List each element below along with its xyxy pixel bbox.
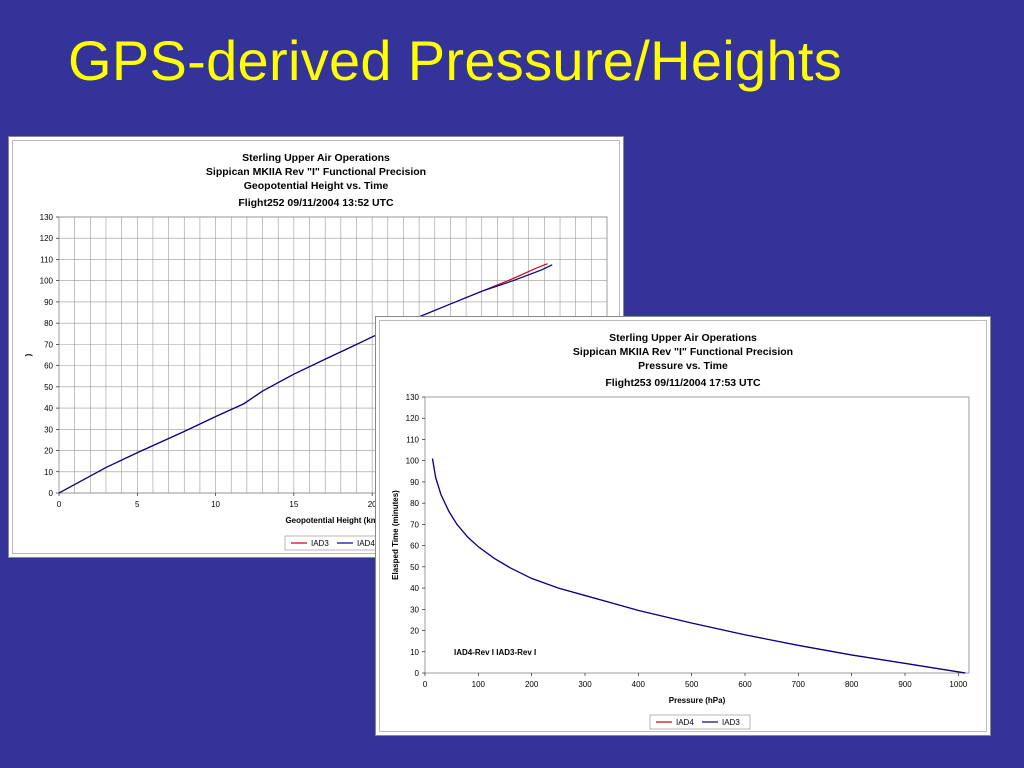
x-tick-label: 800 xyxy=(845,680,859,689)
y-tick-label: 100 xyxy=(40,277,54,286)
y-tick-label: 0 xyxy=(49,489,54,498)
y-tick-label: 90 xyxy=(410,478,419,487)
y-tick-label: 0 xyxy=(415,669,420,678)
x-tick-label: 20 xyxy=(368,500,377,509)
x-tick-label: 700 xyxy=(792,680,806,689)
y-tick-label: 110 xyxy=(406,435,419,444)
y-tick-label: 40 xyxy=(410,584,419,593)
x-tick-label: 600 xyxy=(738,680,752,689)
slide-title: GPS-derived Pressure/Heights xyxy=(68,29,843,92)
pressure-time-chart: Sterling Upper Air Operations Sippican MK… xyxy=(375,316,991,736)
y-tick-label: 80 xyxy=(44,319,53,328)
x-tick-label: 10 xyxy=(211,500,220,509)
series-line-iad4 xyxy=(431,458,966,674)
pressure-time-chart-svg: Sterling Upper Air Operations Sippican MK… xyxy=(391,332,970,730)
x-tick-label: 900 xyxy=(898,680,912,689)
y-tick-label: 40 xyxy=(44,404,53,413)
y-tick-label: 120 xyxy=(40,234,54,243)
x-tick-label: 1000 xyxy=(949,680,967,689)
y-tick-label: 120 xyxy=(406,414,420,423)
chart-annotation: IAD4-Rev I IAD3-Rev I xyxy=(454,648,536,657)
x-axis-label: Pressure (hPa) xyxy=(669,696,726,705)
x-tick-label: 0 xyxy=(57,500,62,509)
legend-label-iad4: IAD4 xyxy=(357,539,375,548)
y-tick-label: 30 xyxy=(410,605,419,614)
chart-title-line: Sippican MKIIA Rev "I" Functional Precis… xyxy=(573,346,793,358)
x-axis-label: Geopotential Height (km) xyxy=(285,516,380,525)
series-line-iad4 xyxy=(58,264,553,494)
x-tick-label: 300 xyxy=(578,680,592,689)
y-tick-label: 110 xyxy=(40,255,53,264)
y-tick-label: 20 xyxy=(44,447,53,456)
y-tick-label: 60 xyxy=(410,542,419,551)
legend-label-iad3: IAD3 xyxy=(722,718,740,727)
y-tick-label: 130 xyxy=(40,213,54,222)
y-tick-label: 10 xyxy=(410,648,419,657)
y-tick-label: 30 xyxy=(44,425,53,434)
legend-label-iad4: IAD4 xyxy=(676,718,694,727)
series-line-iad3 xyxy=(431,458,966,674)
y-tick-label: 50 xyxy=(44,383,53,392)
chart-title-line: Sterling Upper Air Operations xyxy=(242,152,390,164)
x-tick-label: 15 xyxy=(289,500,298,509)
y-tick-label: 130 xyxy=(406,393,420,402)
x-tick-label: 500 xyxy=(685,680,699,689)
y-axis-label: Elasped Time (minutes) xyxy=(391,490,400,580)
chart-title-line: Sterling Upper Air Operations xyxy=(609,332,757,344)
y-tick-label: 10 xyxy=(44,468,53,477)
chart-title-line: Geopotential Height vs. Time xyxy=(244,180,389,192)
legend-box xyxy=(649,714,751,730)
y-tick-label: 80 xyxy=(410,499,419,508)
chart-title-line: Pressure vs. Time xyxy=(638,360,728,372)
x-tick-label: 0 xyxy=(423,680,428,689)
x-tick-label: 200 xyxy=(525,680,539,689)
y-tick-label: 50 xyxy=(410,563,419,572)
plot-area-frame xyxy=(424,396,970,674)
y-axis-label: ) xyxy=(24,353,33,356)
y-tick-label: 60 xyxy=(44,362,53,371)
y-tick-label: 70 xyxy=(410,520,419,529)
y-tick-label: 70 xyxy=(44,340,53,349)
x-tick-label: 100 xyxy=(472,680,486,689)
chart-title-line: Flight252 09/11/2004 13:52 UTC xyxy=(238,197,394,209)
x-tick-label: 5 xyxy=(135,500,140,509)
y-tick-label: 90 xyxy=(44,298,53,307)
y-tick-label: 20 xyxy=(410,627,419,636)
legend-label-iad3: IAD3 xyxy=(311,539,329,548)
chart-title-line: Sippican MKIIA Rev "I" Functional Precis… xyxy=(206,166,426,178)
y-tick-label: 100 xyxy=(406,457,420,466)
chart-title-line: Flight253 09/11/2004 17:53 UTC xyxy=(605,377,761,389)
x-tick-label: 400 xyxy=(632,680,646,689)
